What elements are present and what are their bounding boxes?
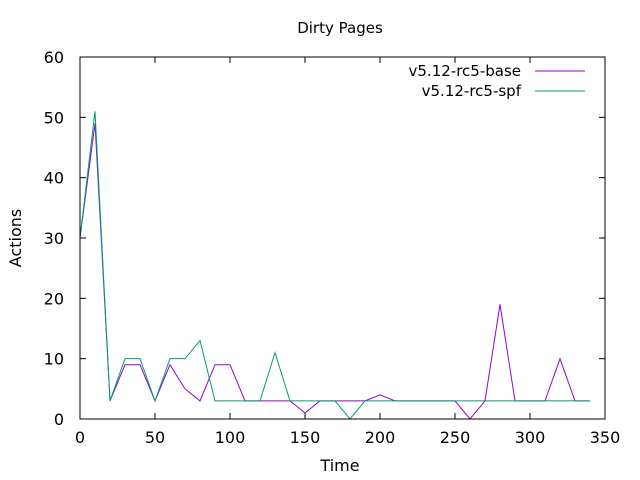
x-tick-label: 200 <box>365 428 396 447</box>
x-axis-label: Time <box>319 456 359 475</box>
y-axis-label: Actions <box>6 209 25 267</box>
x-tick-label: 250 <box>440 428 471 447</box>
x-tick-label: 50 <box>145 428 165 447</box>
chart-title: Dirty Pages <box>297 19 383 37</box>
y-tick-label: 30 <box>44 229 64 248</box>
legend-label: v5.12-rc5-spf <box>422 82 522 100</box>
legend: v5.12-rc5-base v5.12-rc5-spf <box>409 62 585 100</box>
y-tick-label: 40 <box>44 169 64 188</box>
x-tick-label: 300 <box>515 428 546 447</box>
y-tick-label: 10 <box>44 350 64 369</box>
x-tick-label: 100 <box>215 428 246 447</box>
x-tick-label: 150 <box>290 428 321 447</box>
y-tick-label: 0 <box>54 410 64 429</box>
y-tick-label: 50 <box>44 108 64 127</box>
y-tick-label: 20 <box>44 289 64 308</box>
series-line-v5.12-rc5-spf <box>79 111 590 420</box>
y-tick-label: 60 <box>44 48 64 67</box>
plot-frame <box>79 56 606 420</box>
x-tick-label: 350 <box>590 428 621 447</box>
x-tick-label: 0 <box>75 428 85 447</box>
legend-label: v5.12-rc5-base <box>409 62 522 80</box>
series-line-v5.12-rc5-base <box>79 123 590 420</box>
